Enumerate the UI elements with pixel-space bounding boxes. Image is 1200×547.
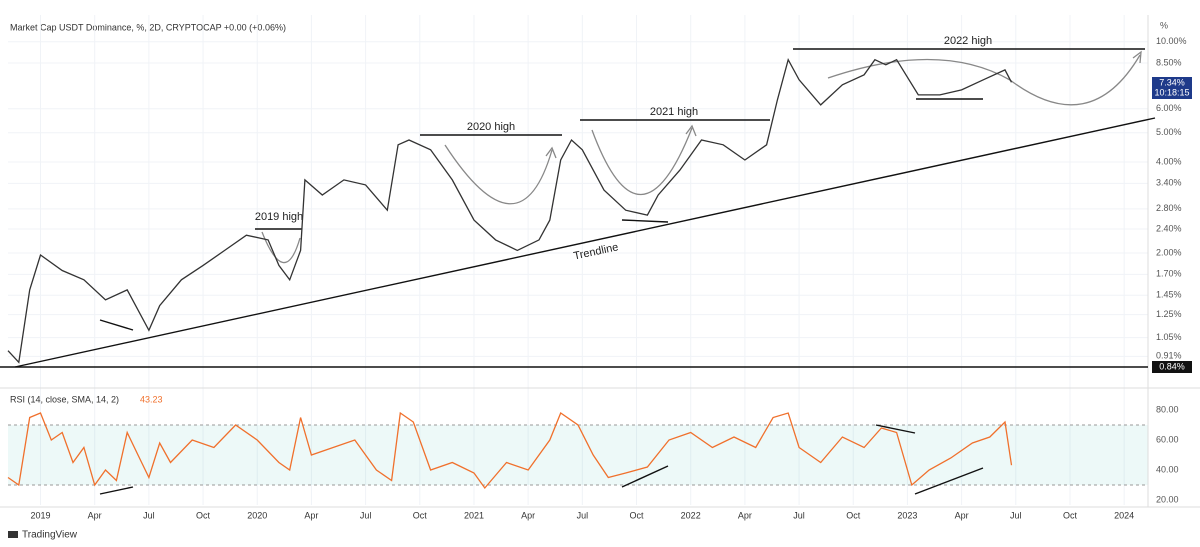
y-tick-label: 1.25% <box>1156 309 1182 319</box>
x-tick-label: 2019 <box>30 510 50 520</box>
last-price-box <box>1152 77 1192 99</box>
y-tick-label: 20.00 <box>1156 494 1179 504</box>
x-tick-label: Apr <box>521 510 535 520</box>
y-tick-label: 2.80% <box>1156 203 1182 213</box>
curve-arrow <box>261 231 301 264</box>
annotation: 2020 high <box>467 121 515 133</box>
x-tick-label: Apr <box>955 510 969 520</box>
x-tick-label: 2024 <box>1114 510 1134 520</box>
arrow-head <box>1132 50 1142 64</box>
arrow-head <box>685 124 697 137</box>
rsi-band <box>8 425 1148 486</box>
annotation: 2021 high <box>650 106 698 118</box>
y-tick-label: 60.00 <box>1156 434 1179 444</box>
chart-header: Market Cap USDT Dominance, %, 2D, CRYPTO… <box>10 22 286 32</box>
countdown: 10:18:15 <box>1154 87 1189 97</box>
x-tick-label: Jul <box>360 510 372 520</box>
trendline <box>14 117 1156 368</box>
divergence-line <box>621 219 669 223</box>
x-tick-label: 2020 <box>247 510 267 520</box>
y-tick-label: 3.40% <box>1156 178 1182 188</box>
x-tick-label: Apr <box>304 510 318 520</box>
y-tick-label: 2.00% <box>1156 247 1182 257</box>
y-tick-label: 10.00% <box>1156 36 1187 46</box>
y-tick-label: 40.00 <box>1156 464 1179 474</box>
y-tick-label: 80.00 <box>1156 404 1179 414</box>
footer: TradingView <box>22 530 78 541</box>
y-tick-label: 2.40% <box>1156 223 1182 233</box>
x-tick-label: Jul <box>793 510 805 520</box>
baseline-label: 0.84% <box>1159 361 1185 371</box>
last-price-label: 7.34% <box>1159 77 1185 87</box>
y-tick-label: 6.00% <box>1156 103 1182 113</box>
arrow-head <box>545 146 557 159</box>
annotations <box>0 48 1156 495</box>
x-tick-label: Oct <box>413 510 428 520</box>
x-tick-label: Oct <box>630 510 645 520</box>
x-tick-label: Apr <box>88 510 102 520</box>
y-tick-label: 8.50% <box>1156 57 1182 67</box>
y-tick-label: 1.45% <box>1156 290 1182 300</box>
rsi-last: 43.23 <box>140 394 163 404</box>
x-tick-label: 2023 <box>897 510 917 520</box>
divergence-line <box>99 486 134 495</box>
y-unit: % <box>1160 20 1168 30</box>
series-line <box>7 57 1013 364</box>
y-tick-label: 0.91% <box>1156 351 1182 361</box>
rsi-header: RSI (14, close, SMA, 14, 2) <box>10 394 119 404</box>
curve-arrow <box>444 144 553 205</box>
curve-arrow <box>591 127 693 195</box>
x-tick-label: Oct <box>196 510 211 520</box>
logo <box>8 531 18 538</box>
divergence-line <box>875 424 916 434</box>
x-tick-label: Jul <box>1010 510 1022 520</box>
divergence-line <box>914 467 984 495</box>
x-tick-label: Apr <box>738 510 752 520</box>
y-tick-label: 5.00% <box>1156 127 1182 137</box>
x-tick-label: 2021 <box>464 510 484 520</box>
x-tick-label: Jul <box>143 510 155 520</box>
y-tick-label: 4.00% <box>1156 156 1182 166</box>
annotation: 2019 high <box>255 211 303 223</box>
y-tick-label: 1.05% <box>1156 332 1182 342</box>
y-tick-label: 1.70% <box>1156 269 1182 279</box>
x-tick-label: Oct <box>846 510 861 520</box>
baseline-box <box>1152 361 1192 373</box>
x-tick-label: 2022 <box>681 510 701 520</box>
x-tick-label: Oct <box>1063 510 1078 520</box>
divergence-line <box>99 319 134 331</box>
annotation: 2022 high <box>944 35 992 47</box>
series-line <box>7 411 1013 490</box>
divergence-line <box>621 465 669 488</box>
x-tick-label: Jul <box>577 510 589 520</box>
